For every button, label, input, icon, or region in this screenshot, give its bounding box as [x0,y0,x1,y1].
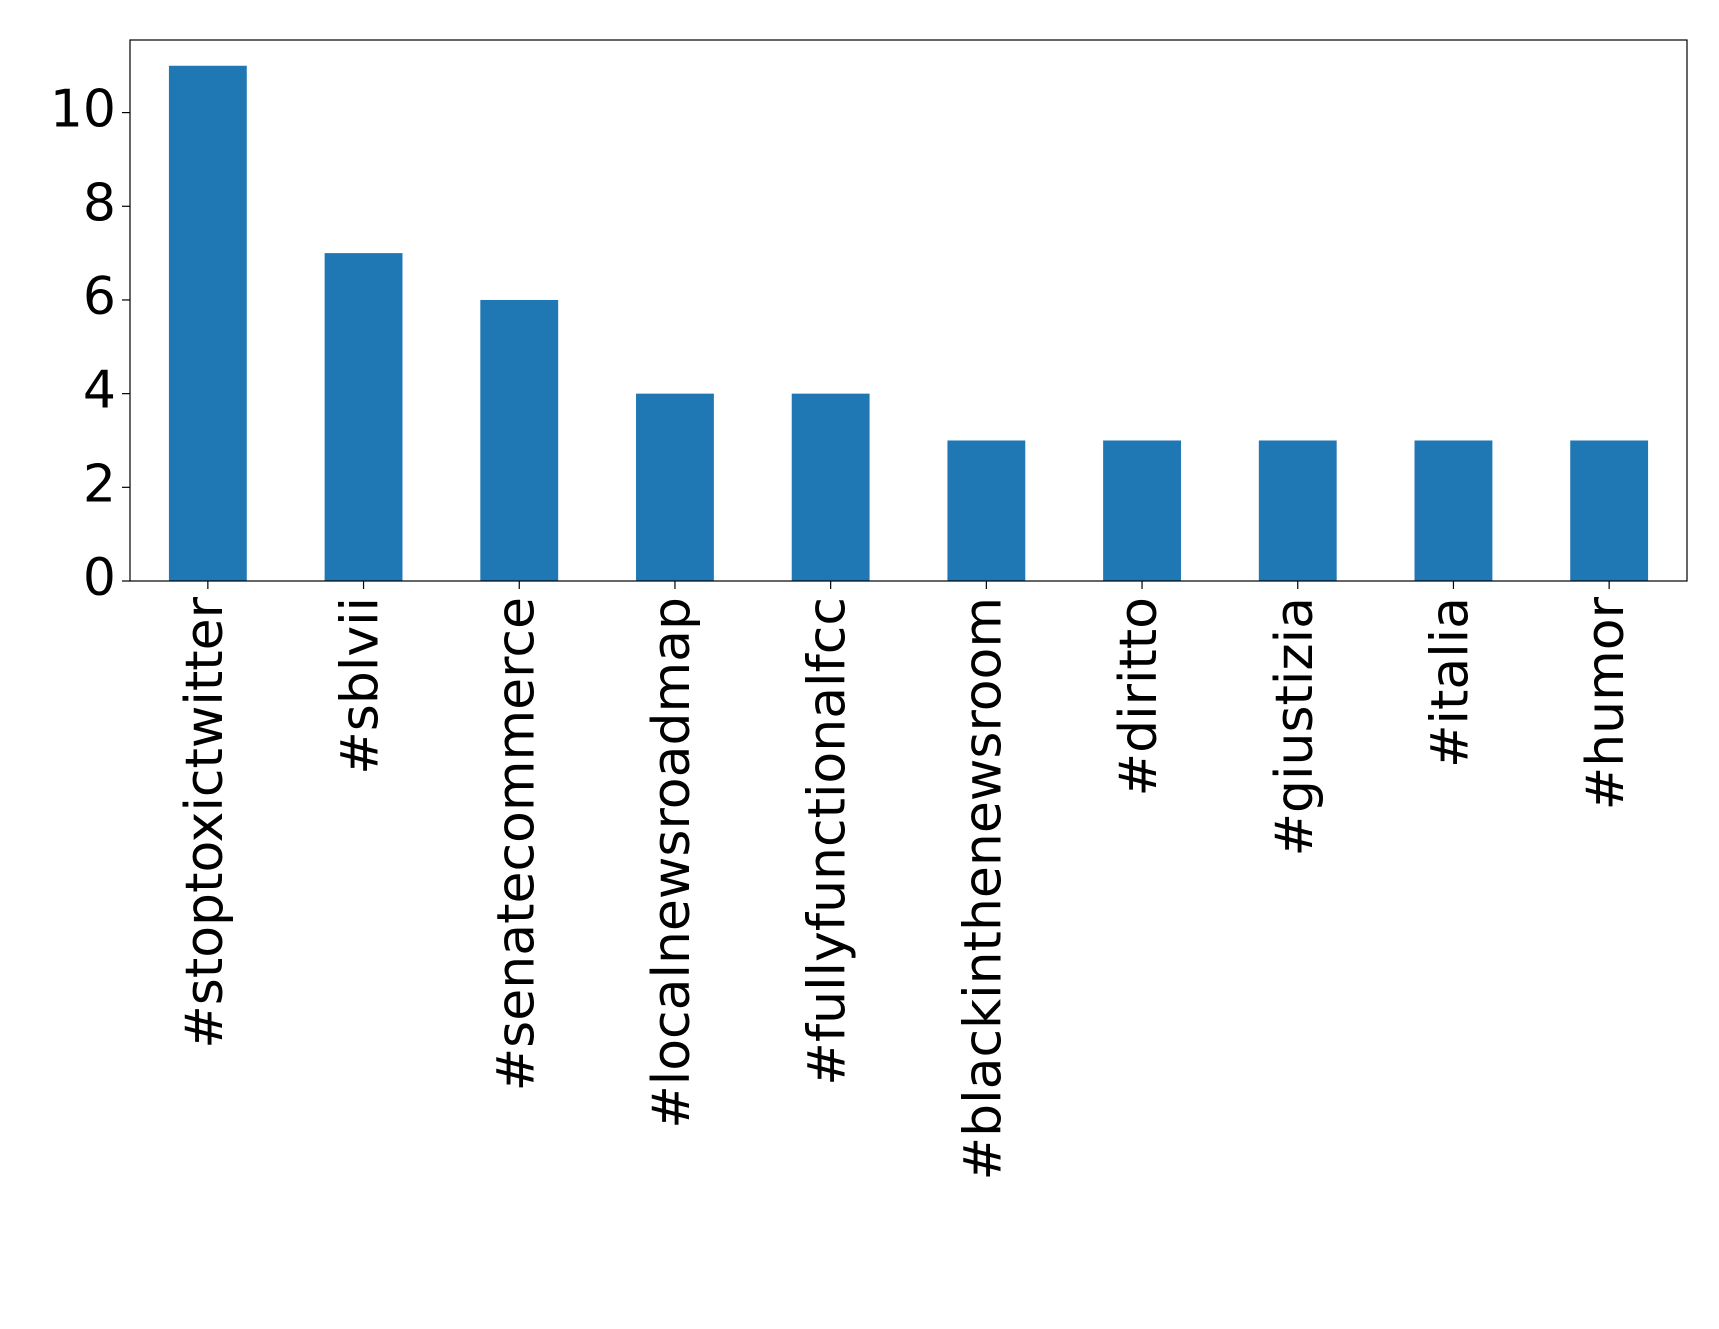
x-tick-label: #humor [1576,596,1636,810]
bar [480,299,559,581]
bar [1103,440,1181,581]
plot-frame [129,39,1688,582]
x-tick-label: #fullyfunctionalfcc [798,597,858,1086]
bar [947,440,1026,581]
bar [1414,440,1493,581]
y-tick-label: 6 [83,267,116,327]
y-tick-label: 0 [83,548,116,608]
x-tick-label: #giustizia [1265,597,1325,857]
x-tick-label: #senatecommerce [486,597,546,1091]
bar [1570,440,1649,581]
x-tick-label: #stoptoxictwitter [175,596,235,1048]
bar [636,393,714,581]
bar [1258,440,1337,581]
x-tick-label: #localnewsroadmap [642,597,702,1129]
x-tick-label: #diritto [1109,597,1169,796]
y-tick-label: 2 [83,454,116,514]
y-tick-label: 4 [83,361,116,421]
bar [168,65,247,581]
x-tick-label: #sblvii [331,597,391,775]
bar [791,393,870,581]
bar [324,253,403,581]
x-tick-label: #italia [1420,597,1480,768]
y-tick-label: 10 [50,80,116,140]
x-tick-label: #blackinthenewsroom [953,597,1013,1180]
y-tick-label: 8 [83,173,116,233]
